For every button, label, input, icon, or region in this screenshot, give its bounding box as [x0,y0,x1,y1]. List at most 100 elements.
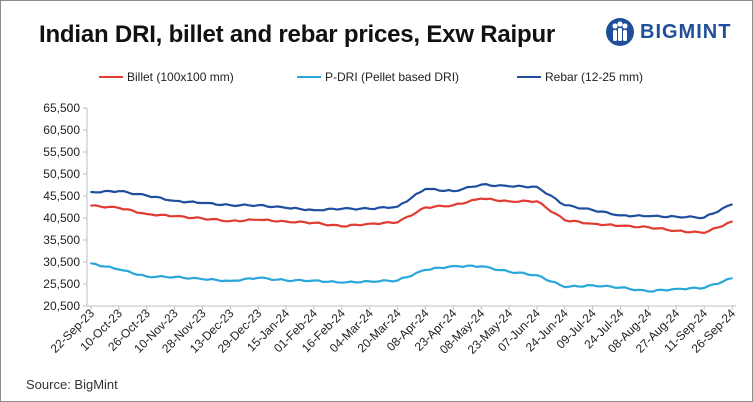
data-point-billet [173,215,176,218]
data-point-pdri [313,279,315,282]
brand-name: BIGMINT [640,20,732,43]
data-point-rebar [145,194,148,197]
chart-title: Indian DRI, billet and rebar prices, Exw… [39,21,556,48]
data-point-rebar [201,202,204,204]
data-point-rebar [396,205,399,208]
data-point-rebar [229,204,232,207]
data-point-pdri [90,262,92,265]
data-point-rebar [452,190,455,193]
data-point-rebar [173,199,176,202]
legend-label-rebar: Rebar (12-25 mm) [545,70,644,84]
series-line-billet [90,197,733,235]
y-tick-label: 65,500 [43,101,80,115]
data-point-pdri [368,280,371,283]
data-point-rebar [731,203,733,206]
data-point-billet [647,226,650,229]
legend-swatch-billet [99,76,123,78]
data-point-pdri [424,269,427,271]
legend-swatch-rebar [517,76,541,78]
data-point-billet [424,206,427,209]
legend-label-billet: Billet (100x100 mm) [127,70,234,84]
y-tick-label: 25,500 [43,277,80,291]
y-tick-label: 35,500 [43,233,80,247]
data-point-pdri [731,277,733,280]
data-point-pdri [480,265,483,268]
data-point-pdri [508,270,510,273]
chart-legend: Billet (100x100 mm) P-DRI (Pellet based … [1,70,752,86]
data-point-rebar [647,215,650,218]
legend-item-rebar: Rebar (12-25 mm) [517,70,643,84]
people-logo-icon [606,18,634,46]
data-point-billet [508,200,510,203]
data-point-billet [731,220,733,223]
data-point-rebar [619,214,622,217]
data-point-billet [117,206,120,209]
data-point-billet [368,222,371,225]
y-tick-label: 20,500 [43,299,80,313]
data-point-pdri [285,279,287,282]
y-tick-label: 50,500 [43,167,80,181]
y-tick-label: 40,500 [43,211,80,225]
data-point-pdri [591,284,594,287]
data-point-rebar [424,188,427,190]
legend-label-pdri: P-DRI (Pellet based DRI) [325,70,460,84]
legend-item-billet: Billet (100x100 mm) [99,70,234,84]
data-point-pdri [619,286,622,289]
data-point-pdri [173,276,176,278]
legend-item-pdri: P-DRI (Pellet based DRI) [297,70,459,84]
data-point-pdri [340,281,343,284]
data-point-rebar [675,215,678,218]
data-point-rebar [508,185,510,188]
data-point-billet [257,218,260,221]
data-point-rebar [703,216,706,219]
data-point-rebar [563,204,566,207]
data-point-pdri [703,287,706,289]
y-tick-label: 45,500 [43,189,80,203]
data-point-rebar [90,191,92,193]
data-point-billet [201,217,204,220]
data-point-rebar [368,207,371,210]
data-point-billet [452,204,455,207]
data-point-pdri [647,290,650,293]
data-point-billet [563,219,566,222]
brand-logo: BIGMINT [605,15,731,49]
data-point-pdri [452,265,455,267]
data-point-rebar [285,206,287,209]
y-tick-label: 60,500 [43,123,80,137]
data-point-billet [675,229,678,232]
data-point-rebar [257,204,260,207]
data-point-pdri [563,286,566,288]
data-point-rebar [591,209,594,211]
data-point-billet [480,197,483,200]
data-point-billet [703,232,706,234]
data-point-pdri [229,280,232,282]
data-point-rebar [117,190,120,193]
data-point-pdri [117,268,120,271]
data-point-billet [619,225,622,227]
data-point-billet [285,220,287,223]
data-point-billet [229,220,232,222]
series-line-pdri [90,262,733,293]
data-point-pdri [675,287,678,290]
data-point-pdri [145,275,148,278]
data-point-billet [145,213,148,215]
data-point-billet [90,204,92,207]
data-point-billet [536,200,538,203]
data-point-rebar [480,183,483,186]
series-line-rebar [90,183,733,220]
data-point-billet [591,222,594,225]
data-point-rebar [313,209,315,211]
data-point-rebar [340,207,343,210]
data-point-billet [396,221,399,224]
data-point-rebar [536,185,538,188]
source-note: Source: BigMint [26,377,118,392]
data-point-billet [313,221,315,224]
data-point-billet [340,225,343,228]
y-tick-label: 30,500 [43,255,80,269]
legend-swatch-pdri [297,76,321,78]
data-point-pdri [396,279,399,282]
data-point-pdri [201,278,204,281]
data-point-pdri [536,274,538,277]
